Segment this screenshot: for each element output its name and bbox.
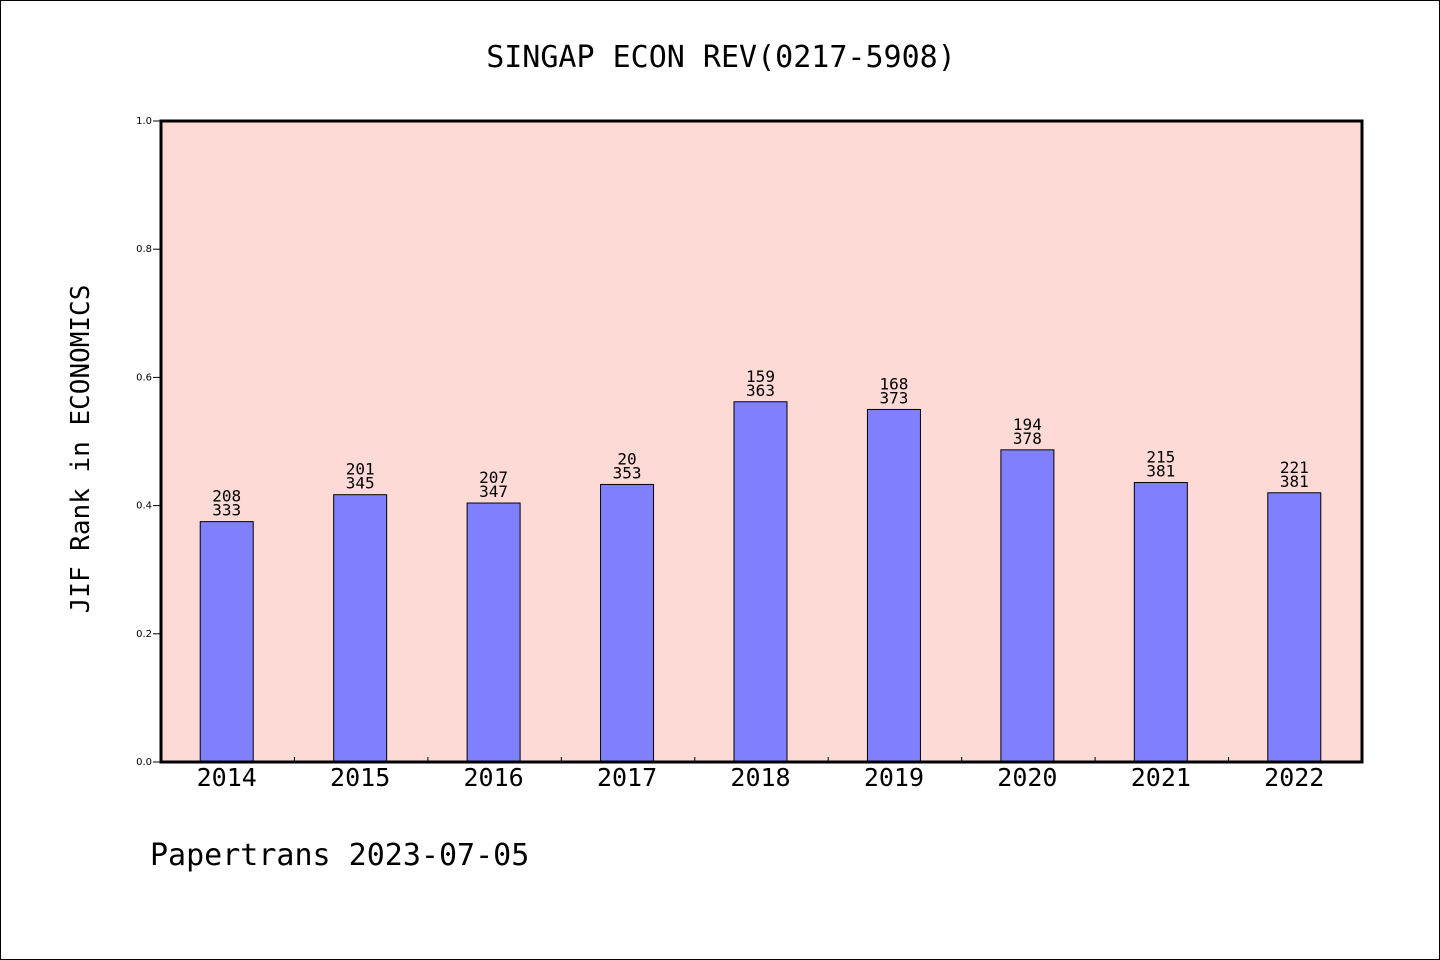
x-ticks-group: 2014 2015 2016 2017 2018 2019 2020 2021 2022 [197,757,1324,792]
bars-group [199,401,1322,763]
bar-2022 [1267,492,1322,763]
x-tick-label-2022: 2022 [1264,763,1324,792]
bar-rank-label-2020: 194 [1013,415,1042,434]
bar-2014 [199,521,254,763]
bar-total-label-2014: 333 [212,501,241,520]
bar-total-label-2018: 363 [746,381,775,400]
x-tick-label-2017: 2017 [597,763,657,792]
x-tick-label-2015: 2015 [330,763,390,792]
y-tick-label: 0.6 [136,372,152,383]
y-axis-label: JIF Rank in ECONOMICS [66,285,96,614]
bar-rank-label-2016: 207 [479,468,508,487]
bar-rank-label-2017: 20 [617,449,636,468]
x-tick-label-2019: 2019 [864,763,924,792]
bar-2020 [1000,449,1055,763]
y-tick-label: 0.2 [136,629,152,640]
y-tick-label: 0.0 [136,757,152,768]
bar-2015 [333,494,388,763]
bar-total-label-2017: 353 [613,463,642,482]
y-tick-label: 0.8 [136,244,152,255]
bar-total-label-2021: 381 [1146,462,1175,481]
bar-2018 [733,401,788,763]
bar-total-label-2019: 373 [879,388,908,407]
bar-2017 [600,483,655,763]
y-ticks-group: 0.0 0.2 0.4 0.6 0.8 1.0 [136,116,161,768]
bar-rank-label-2014: 208 [212,487,241,506]
chart-title: SINGAP ECON REV(0217-5908) [486,40,956,75]
bar-total-label-2015: 345 [346,474,375,493]
x-tick-label-2014: 2014 [197,763,257,792]
y-tick-label: 1.0 [136,116,152,127]
bar-2019 [866,408,921,763]
bar-2016 [466,502,521,763]
footer-text: Papertrans 2023-07-05 [150,838,529,873]
bar-rank-label-2022: 221 [1280,458,1309,477]
x-tick-label-2020: 2020 [997,763,1057,792]
y-tick-label: 0.4 [136,501,152,512]
bar-rank-label-2021: 215 [1146,448,1175,467]
bar-rank-label-2015: 201 [346,460,375,479]
bar-total-label-2022: 381 [1280,472,1309,491]
x-tick-label-2016: 2016 [464,763,524,792]
bar-total-label-2020: 378 [1013,429,1042,448]
plot-border [159,119,1364,764]
bar-rank-label-2018: 159 [746,367,775,386]
bar-rank-label-2019: 168 [879,374,908,393]
x-tick-label-2021: 2021 [1131,763,1191,792]
x-tick-label-2018: 2018 [730,763,790,792]
bar-2021 [1133,482,1188,763]
bar-total-label-2016: 347 [479,482,508,501]
